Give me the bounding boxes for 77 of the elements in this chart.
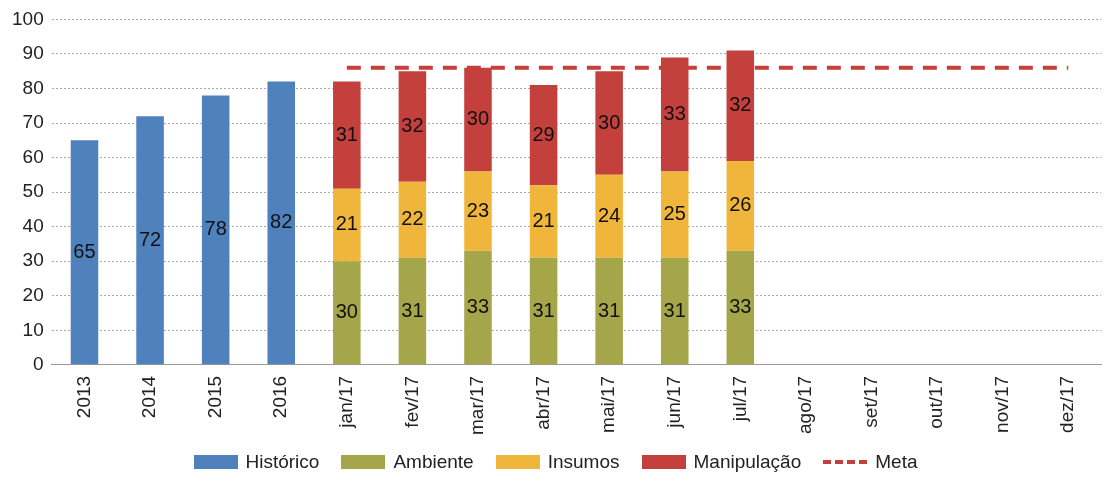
y-tick-label: 70 — [22, 111, 44, 133]
y-tick-label: 100 — [12, 7, 44, 29]
bar — [529, 85, 558, 186]
x-tick-label: abr/17 — [531, 375, 553, 430]
x-tick-label: jan/17 — [335, 375, 357, 429]
bar — [726, 250, 755, 365]
bar — [529, 185, 558, 258]
legend-label: Ambiente — [393, 451, 474, 473]
bar — [726, 161, 755, 251]
data-label: 31 — [598, 298, 621, 321]
data-label: 32 — [729, 93, 752, 116]
x-tick-label: mar/17 — [466, 375, 488, 436]
x-tick-label: 2015 — [203, 375, 225, 419]
data-label: 23 — [466, 198, 490, 221]
data-label: 33 — [663, 101, 686, 124]
bar — [333, 188, 361, 262]
data-label: 33 — [729, 295, 752, 318]
y-tick-label: 20 — [22, 284, 44, 306]
data-label: 29 — [532, 122, 555, 145]
data-label: 30 — [335, 300, 358, 323]
data-label: 30 — [466, 107, 490, 130]
bar — [398, 257, 427, 365]
x-tick-label: dez/17 — [1056, 375, 1078, 433]
bar — [333, 81, 361, 189]
data-label: 33 — [466, 295, 490, 318]
x-tick-label: jul/17 — [728, 375, 750, 423]
x-tick-label: ago/17 — [794, 375, 816, 434]
data-label: 30 — [598, 110, 621, 133]
y-tick-label: 10 — [22, 318, 44, 340]
bar — [267, 81, 296, 365]
data-label: 25 — [663, 202, 686, 225]
x-tick-label: jun/17 — [662, 375, 684, 429]
data-label: 21 — [335, 212, 358, 235]
data-label: 26 — [729, 193, 752, 216]
data-label: 31 — [663, 298, 686, 321]
y-tick-label: 90 — [22, 42, 44, 64]
bar — [660, 171, 689, 258]
legend-label: Manipulação — [693, 451, 802, 473]
data-label: 82 — [270, 210, 293, 233]
x-tick-label: nov/17 — [990, 375, 1012, 433]
y-tick-label: 40 — [22, 214, 44, 236]
bar — [70, 140, 99, 365]
bar — [595, 174, 623, 258]
y-tick-label: 0 — [33, 353, 44, 375]
data-label: 32 — [401, 114, 424, 137]
bar — [464, 250, 492, 365]
legend-label: Histórico — [245, 451, 320, 473]
x-tick-label: out/17 — [925, 375, 947, 429]
x-tick-label: mai/17 — [597, 375, 619, 433]
data-label: 31 — [532, 298, 555, 321]
data-label: 21 — [532, 209, 555, 232]
x-tick-label: fev/17 — [400, 375, 422, 428]
bar — [595, 257, 623, 365]
y-tick-label: 60 — [22, 145, 44, 167]
bar — [398, 181, 427, 258]
bar — [333, 261, 361, 365]
x-tick-label: 2013 — [72, 375, 94, 419]
data-label: 31 — [335, 122, 358, 145]
bar — [529, 257, 558, 365]
bar — [201, 95, 230, 365]
legend-label: Meta — [875, 451, 918, 473]
bar — [464, 171, 492, 251]
data-label: 24 — [598, 203, 621, 226]
bar — [136, 116, 164, 365]
data-label: 65 — [73, 239, 96, 262]
data-label: 22 — [401, 207, 424, 230]
legend-label: Insumos — [547, 451, 620, 473]
y-tick-label: 30 — [22, 249, 44, 271]
data-label: 78 — [204, 217, 227, 240]
data-label: 72 — [138, 227, 162, 250]
x-tick-label: set/17 — [859, 375, 881, 428]
y-tick-label: 50 — [22, 180, 44, 202]
y-tick-label: 80 — [22, 76, 44, 98]
bar — [660, 257, 689, 365]
x-tick-label: 2014 — [138, 375, 160, 419]
x-tick-label: 2016 — [269, 375, 291, 419]
data-label: 31 — [401, 298, 424, 321]
